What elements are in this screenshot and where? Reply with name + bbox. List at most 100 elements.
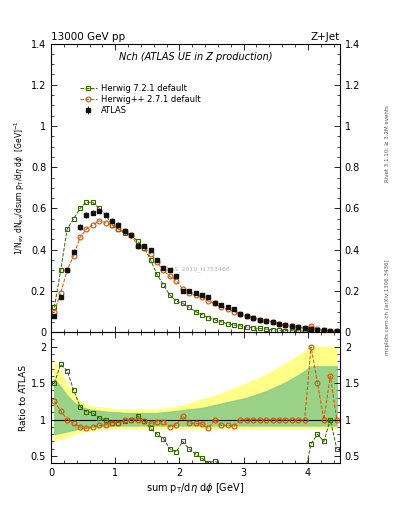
Y-axis label: Ratio to ATLAS: Ratio to ATLAS [19,365,28,431]
Herwig 7.2.1 default [212,317,217,323]
Herwig++ 2.7.1 default [321,327,326,333]
Herwig++ 2.7.1 default [136,243,140,249]
Herwig 7.2.1 default [277,327,281,333]
Herwig++ 2.7.1 default [129,232,134,238]
Herwig 7.2.1 default [90,199,95,205]
Herwig++ 2.7.1 default [187,290,191,296]
Herwig++ 2.7.1 default [148,251,153,257]
Herwig 7.2.1 default [71,216,76,222]
Herwig 7.2.1 default [309,327,314,333]
X-axis label: sum p$_{\rm T}$/d$\eta$ d$\phi$ [GeV]: sum p$_{\rm T}$/d$\eta$ d$\phi$ [GeV] [147,481,244,495]
Herwig 7.2.1 default [103,211,108,218]
Text: ATLAS_2019_I1753466: ATLAS_2019_I1753466 [160,266,231,271]
Herwig 7.2.1 default [97,205,101,211]
Herwig 7.2.1 default [232,322,237,328]
Herwig++ 2.7.1 default [225,306,230,312]
Herwig 7.2.1 default [296,328,301,334]
Text: mcplots.cern.ch [arXiv:1306.3436]: mcplots.cern.ch [arXiv:1306.3436] [385,260,390,355]
Herwig 7.2.1 default [142,245,147,251]
Herwig++ 2.7.1 default [154,259,160,265]
Herwig 7.2.1 default [180,300,185,306]
Herwig++ 2.7.1 default [238,311,243,317]
Herwig++ 2.7.1 default [200,294,204,300]
Herwig++ 2.7.1 default [167,273,172,280]
Herwig++ 2.7.1 default [251,315,256,321]
Herwig++ 2.7.1 default [71,253,76,259]
Y-axis label: 1/N$_{\rm ev}$ dN$_{\rm ev}$/dsum p$_{\rm T}$/d$\eta$ d$\phi$  [GeV]$^{-1}$: 1/N$_{\rm ev}$ dN$_{\rm ev}$/dsum p$_{\r… [12,120,27,255]
Text: 13000 GeV pp: 13000 GeV pp [51,32,125,42]
Herwig 7.2.1 default [52,304,57,310]
Herwig 7.2.1 default [200,312,204,318]
Herwig 7.2.1 default [136,239,140,245]
Herwig++ 2.7.1 default [219,304,224,310]
Herwig 7.2.1 default [257,326,262,332]
Herwig 7.2.1 default [315,328,320,334]
Herwig++ 2.7.1 default [90,222,95,228]
Herwig++ 2.7.1 default [65,267,70,273]
Herwig++ 2.7.1 default [193,292,198,298]
Herwig 7.2.1 default [302,328,307,334]
Herwig 7.2.1 default [206,315,211,321]
Herwig++ 2.7.1 default [296,324,301,330]
Herwig 7.2.1 default [283,328,288,334]
Text: Rivet 3.1.10; ≥ 3.2M events: Rivet 3.1.10; ≥ 3.2M events [385,105,390,182]
Herwig++ 2.7.1 default [315,326,320,332]
Herwig 7.2.1 default [154,271,160,278]
Herwig++ 2.7.1 default [161,267,166,273]
Herwig 7.2.1 default [321,328,326,334]
Herwig 7.2.1 default [328,328,333,334]
Herwig 7.2.1 default [193,308,198,314]
Herwig 7.2.1 default [238,323,243,329]
Herwig++ 2.7.1 default [110,222,114,228]
Herwig 7.2.1 default [251,325,256,331]
Herwig++ 2.7.1 default [277,321,281,327]
Herwig++ 2.7.1 default [289,323,294,329]
Legend: Herwig 7.2.1 default, Herwig++ 2.7.1 default, ATLAS: Herwig 7.2.1 default, Herwig++ 2.7.1 def… [78,82,202,117]
Herwig++ 2.7.1 default [123,228,127,234]
Line: Herwig 7.2.1 default: Herwig 7.2.1 default [52,200,339,334]
Herwig 7.2.1 default [110,222,114,228]
Herwig 7.2.1 default [264,326,268,332]
Herwig++ 2.7.1 default [206,298,211,304]
Herwig++ 2.7.1 default [328,328,333,334]
Herwig 7.2.1 default [289,328,294,334]
Herwig++ 2.7.1 default [232,308,237,314]
Herwig++ 2.7.1 default [59,290,63,296]
Herwig++ 2.7.1 default [174,278,178,284]
Herwig 7.2.1 default [225,321,230,327]
Herwig++ 2.7.1 default [142,245,147,251]
Herwig++ 2.7.1 default [283,322,288,328]
Herwig++ 2.7.1 default [103,220,108,226]
Herwig 7.2.1 default [167,292,172,298]
Herwig 7.2.1 default [59,267,63,273]
Herwig++ 2.7.1 default [52,308,57,314]
Herwig 7.2.1 default [65,226,70,232]
Herwig 7.2.1 default [270,327,275,333]
Herwig 7.2.1 default [116,226,121,232]
Herwig 7.2.1 default [219,319,224,325]
Herwig 7.2.1 default [187,304,191,310]
Herwig++ 2.7.1 default [257,317,262,323]
Herwig++ 2.7.1 default [78,234,83,241]
Herwig 7.2.1 default [78,205,83,211]
Herwig++ 2.7.1 default [212,300,217,306]
Herwig++ 2.7.1 default [97,218,101,224]
Herwig 7.2.1 default [161,282,166,288]
Herwig++ 2.7.1 default [302,325,307,331]
Herwig++ 2.7.1 default [264,318,268,324]
Herwig++ 2.7.1 default [309,323,314,329]
Herwig 7.2.1 default [84,199,89,205]
Herwig++ 2.7.1 default [270,319,275,325]
Herwig 7.2.1 default [123,230,127,236]
Herwig++ 2.7.1 default [244,313,249,319]
Herwig 7.2.1 default [174,298,178,304]
Herwig++ 2.7.1 default [84,226,89,232]
Herwig++ 2.7.1 default [334,328,339,334]
Herwig++ 2.7.1 default [180,286,185,292]
Text: Nch (ATLAS UE in Z production): Nch (ATLAS UE in Z production) [119,52,272,62]
Line: Herwig++ 2.7.1 default: Herwig++ 2.7.1 default [52,219,339,333]
Herwig 7.2.1 default [129,232,134,238]
Herwig++ 2.7.1 default [116,226,121,232]
Herwig 7.2.1 default [334,329,339,335]
Herwig 7.2.1 default [244,324,249,330]
